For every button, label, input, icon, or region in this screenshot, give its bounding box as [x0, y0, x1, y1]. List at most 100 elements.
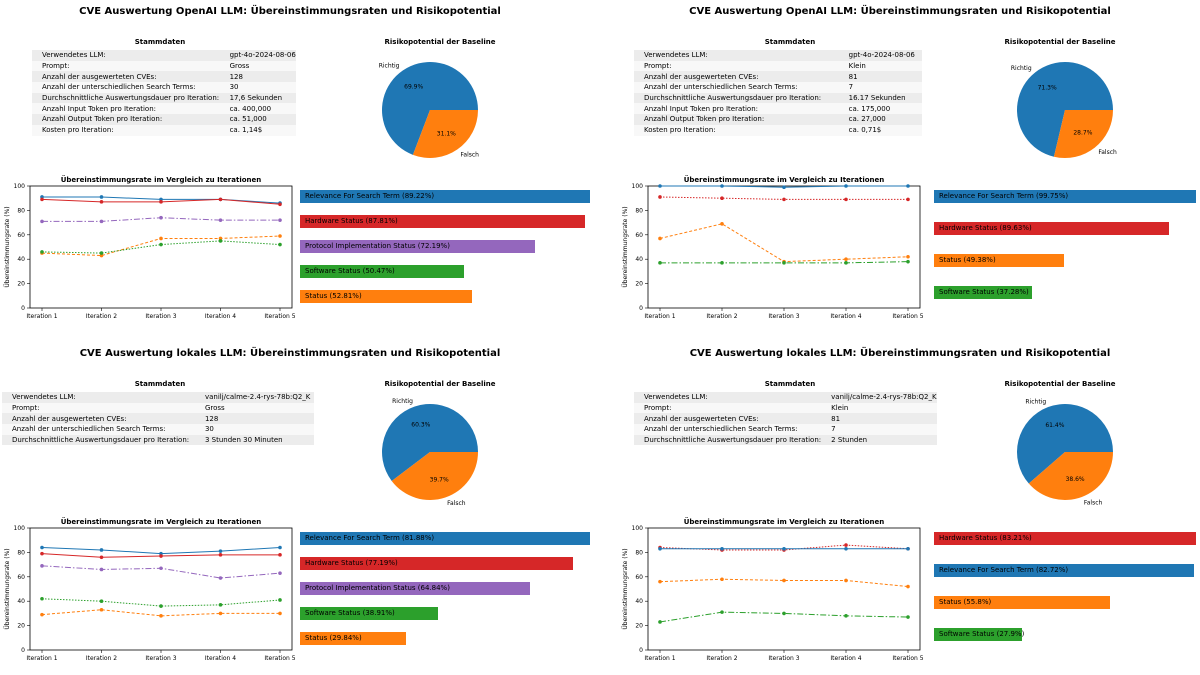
data-point — [159, 215, 163, 220]
bar: Status (29.84%) — [300, 632, 406, 645]
info-row: Durchschnittliche Auswertungsdauer pro I… — [2, 434, 314, 446]
info-table-title: Stammdaten — [764, 38, 816, 46]
data-point — [844, 184, 848, 188]
line-chart: Übereinstimmungsrate im Vergleich zu Ite… — [4, 517, 296, 662]
data-point — [278, 545, 282, 550]
pie-title: Risikopotential der Baseline — [384, 38, 496, 46]
x-tick-label: Iteration 1 — [644, 655, 675, 662]
bar: Status (49.38%) — [934, 254, 1064, 267]
y-tick-label: 0 — [21, 647, 25, 654]
data-point — [906, 197, 910, 202]
series-line — [659, 611, 909, 623]
data-point — [159, 614, 163, 618]
y-tick-label: 20 — [17, 281, 25, 288]
pie-chart: 69.9% Richtig 31.1% Falsch — [379, 62, 479, 158]
data-point — [278, 571, 282, 575]
bar: Hardware Status (77.19%) — [300, 557, 574, 570]
pie-title: Risikopotential der Baseline — [1004, 38, 1116, 46]
pie-slice — [1028, 452, 1113, 500]
data-point — [40, 219, 44, 224]
x-tick-label: Iteration 4 — [830, 655, 861, 662]
x-tick-label: Iteration 3 — [145, 655, 176, 662]
info-table: Verwendetes LLM: gpt-4o-2024-08-06 Prompt… — [32, 50, 296, 136]
data-point — [658, 579, 662, 584]
data-point — [844, 543, 848, 547]
y-axis-label: Übereinstimmungsrate (%) — [622, 548, 629, 629]
x-tick-label: Iteration 1 — [26, 655, 57, 662]
y-tick-label: 60 — [635, 232, 643, 239]
data-point — [40, 596, 44, 601]
data-point — [99, 195, 104, 199]
pie-percent-label: 61.4% — [1045, 422, 1064, 429]
info-row: Kosten pro Iteration: ca. 0,71$ — [634, 124, 922, 136]
data-point — [906, 184, 910, 188]
y-tick-label: 60 — [17, 574, 25, 581]
data-point — [159, 604, 163, 608]
data-point — [782, 197, 786, 202]
data-point — [658, 195, 662, 199]
y-tick-label: 60 — [635, 574, 643, 581]
info-row: Anzahl der unterschiedlichen Search Term… — [634, 424, 937, 435]
data-point — [720, 196, 724, 200]
pie-chart: 71.3% Richtig 28.7% Falsch — [1011, 62, 1117, 158]
y-tick-label: 40 — [635, 256, 643, 263]
x-tick-label: Iteration 2 — [86, 313, 117, 320]
data-point — [782, 261, 786, 265]
y-tick-label: 0 — [639, 647, 643, 654]
data-point — [720, 577, 724, 582]
data-point — [906, 254, 910, 259]
panel-title: CVE Auswertung OpenAI LLM: Übereinstimmu… — [689, 6, 1111, 17]
y-tick-label: 40 — [17, 598, 25, 605]
info-row: Anzahl Input Token pro Iteration: ca. 400… — [32, 103, 296, 115]
data-point — [159, 566, 163, 571]
pie-percent-label: 71.3% — [1038, 84, 1057, 91]
bar-list: Hardware Status (83.21%) Relevance For Se… — [934, 532, 1196, 652]
data-point — [844, 261, 848, 265]
panel-local-gross: CVE Auswertung lokales LLM: Übereinstimm… — [0, 342, 600, 675]
data-point — [40, 564, 44, 568]
pie-slice — [1053, 110, 1113, 158]
data-point — [844, 546, 848, 551]
pie-slice-label: Falsch — [1084, 499, 1103, 506]
info-row: Anzahl der ausgewerteten CVEs: 128 — [32, 71, 296, 83]
data-point — [159, 554, 163, 558]
panel-title: CVE Auswertung lokales LLM: Übereinstimm… — [79, 348, 501, 359]
bar: Protocol Implementation Status (72.19%) — [300, 240, 535, 253]
bar-list: Relevance For Search Term (81.88%) Hardwa… — [300, 532, 590, 652]
y-tick-label: 40 — [635, 598, 643, 605]
info-row: Anzahl der ausgewerteten CVEs: 81 — [634, 413, 937, 425]
info-row: Prompt: Gross — [2, 402, 314, 414]
data-point — [99, 599, 104, 603]
y-tick-label: 20 — [635, 281, 643, 288]
series-line — [41, 598, 281, 607]
data-point — [906, 259, 910, 264]
bar: Relevance For Search Term (81.88%) — [300, 532, 590, 545]
info-row: Anzahl der ausgewerteten CVEs: 128 — [2, 413, 314, 425]
data-point — [99, 607, 104, 612]
line-chart-title: Übereinstimmungsrate im Vergleich zu Ite… — [61, 175, 262, 184]
data-point — [278, 202, 282, 207]
info-row: Anzahl der ausgewerteten CVEs: 81 — [634, 71, 922, 83]
info-row: Verwendetes LLM: vanilj/calme-2.4-rys-78b… — [2, 392, 314, 403]
info-row: Anzahl der unterschiedlichen Search Term… — [2, 424, 314, 435]
y-axis-label: Übereinstimmungsrate (%) — [4, 548, 11, 629]
info-row: Anzahl Input Token pro Iteration: ca. 175… — [634, 103, 922, 115]
data-point — [906, 546, 910, 551]
bar: Status (55.8%) — [934, 596, 1110, 609]
info-table: Verwendetes LLM: vanilj/calme-2.4-rys-78b… — [634, 392, 937, 446]
info-table-title: Stammdaten — [134, 380, 186, 388]
pie-slice — [1017, 404, 1113, 484]
pie-slice-label: Richtig — [1025, 399, 1046, 406]
plot-frame — [647, 185, 921, 309]
data-point — [218, 611, 223, 616]
pie-slice — [1017, 62, 1113, 157]
info-row: Prompt: Klein — [634, 60, 922, 72]
data-point — [40, 551, 44, 556]
data-point — [720, 610, 724, 614]
info-table-title: Stammdaten — [134, 38, 186, 46]
data-point — [720, 261, 724, 265]
data-point — [844, 614, 848, 618]
info-row: Verwendetes LLM: vanilj/calme-2.4-rys-78b… — [634, 392, 937, 403]
data-point — [99, 567, 104, 572]
panel-openai-klein: CVE Auswertung OpenAI LLM: Übereinstimmu… — [610, 0, 1200, 333]
